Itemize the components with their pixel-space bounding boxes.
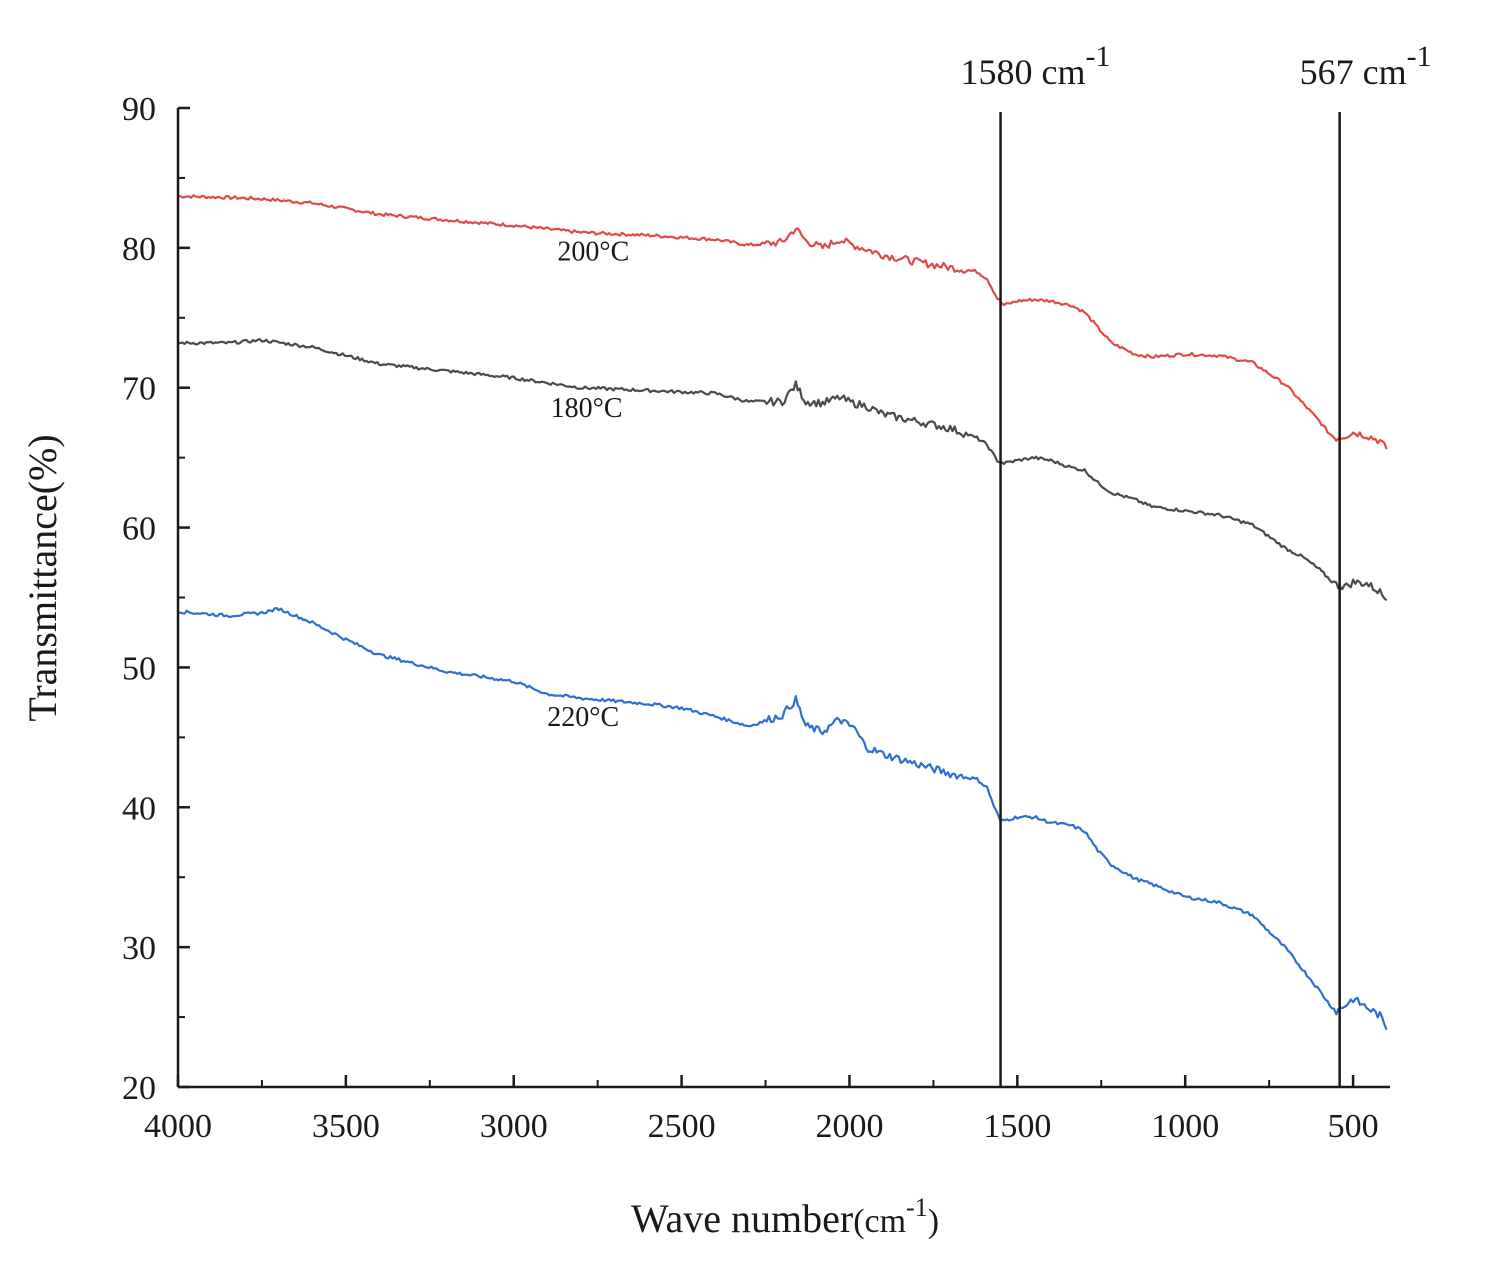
x-axis-title-main: Wave number: [631, 1196, 853, 1241]
y-tick-label: 30: [122, 930, 156, 967]
y-tick-label: 40: [122, 790, 156, 827]
reference-lines: 1580 cm-1 567 cm-1: [961, 40, 1432, 1087]
x-tick-label: 2000: [815, 1108, 883, 1145]
ticks: 20 30 40 50 60 70 80 90 4000 3500 3000 2500 2000 1500…: [122, 91, 1379, 1145]
y-tick-label: 60: [122, 511, 156, 548]
series-labels: 200°C 180°C 220°C: [547, 236, 629, 733]
axes: [176, 108, 1390, 1089]
series-label-2: 180°C: [551, 393, 623, 424]
series-line-3: [177, 606, 1388, 1031]
x-tick-label: 500: [1328, 1108, 1379, 1145]
series-layer: [177, 194, 1388, 1031]
x-axis-title-paren-close: ): [928, 1203, 939, 1240]
y-tick-label: 20: [122, 1070, 156, 1107]
x-axis-title-paren-open: (cm: [853, 1203, 906, 1240]
x-tick-label: 1000: [1151, 1108, 1219, 1145]
x-tick-label: 3500: [312, 1108, 380, 1145]
series-line-2: [177, 338, 1388, 602]
reference-line-label-1: 1580 cm-1: [961, 40, 1111, 92]
x-axis-title-sup: -1: [906, 1193, 928, 1222]
series-line-1: [177, 194, 1388, 450]
series-label-3: 220°C: [547, 702, 619, 733]
y-tick-label: 80: [122, 231, 156, 268]
x-axis-title: Wave number(cm-1): [631, 1193, 939, 1241]
x-tick-label: 2500: [648, 1108, 716, 1145]
series-label-1: 200°C: [557, 236, 629, 267]
y-axis-title: Transmittance(%): [20, 434, 65, 721]
reference-line-label-2: 567 cm-1: [1300, 40, 1432, 92]
x-tick-label: 3000: [480, 1108, 548, 1145]
y-tick-label: 50: [122, 650, 156, 687]
x-tick-label: 4000: [144, 1108, 212, 1145]
y-tick-label: 70: [122, 371, 156, 408]
x-tick-label: 1500: [983, 1108, 1051, 1145]
y-tick-label: 90: [122, 91, 156, 128]
